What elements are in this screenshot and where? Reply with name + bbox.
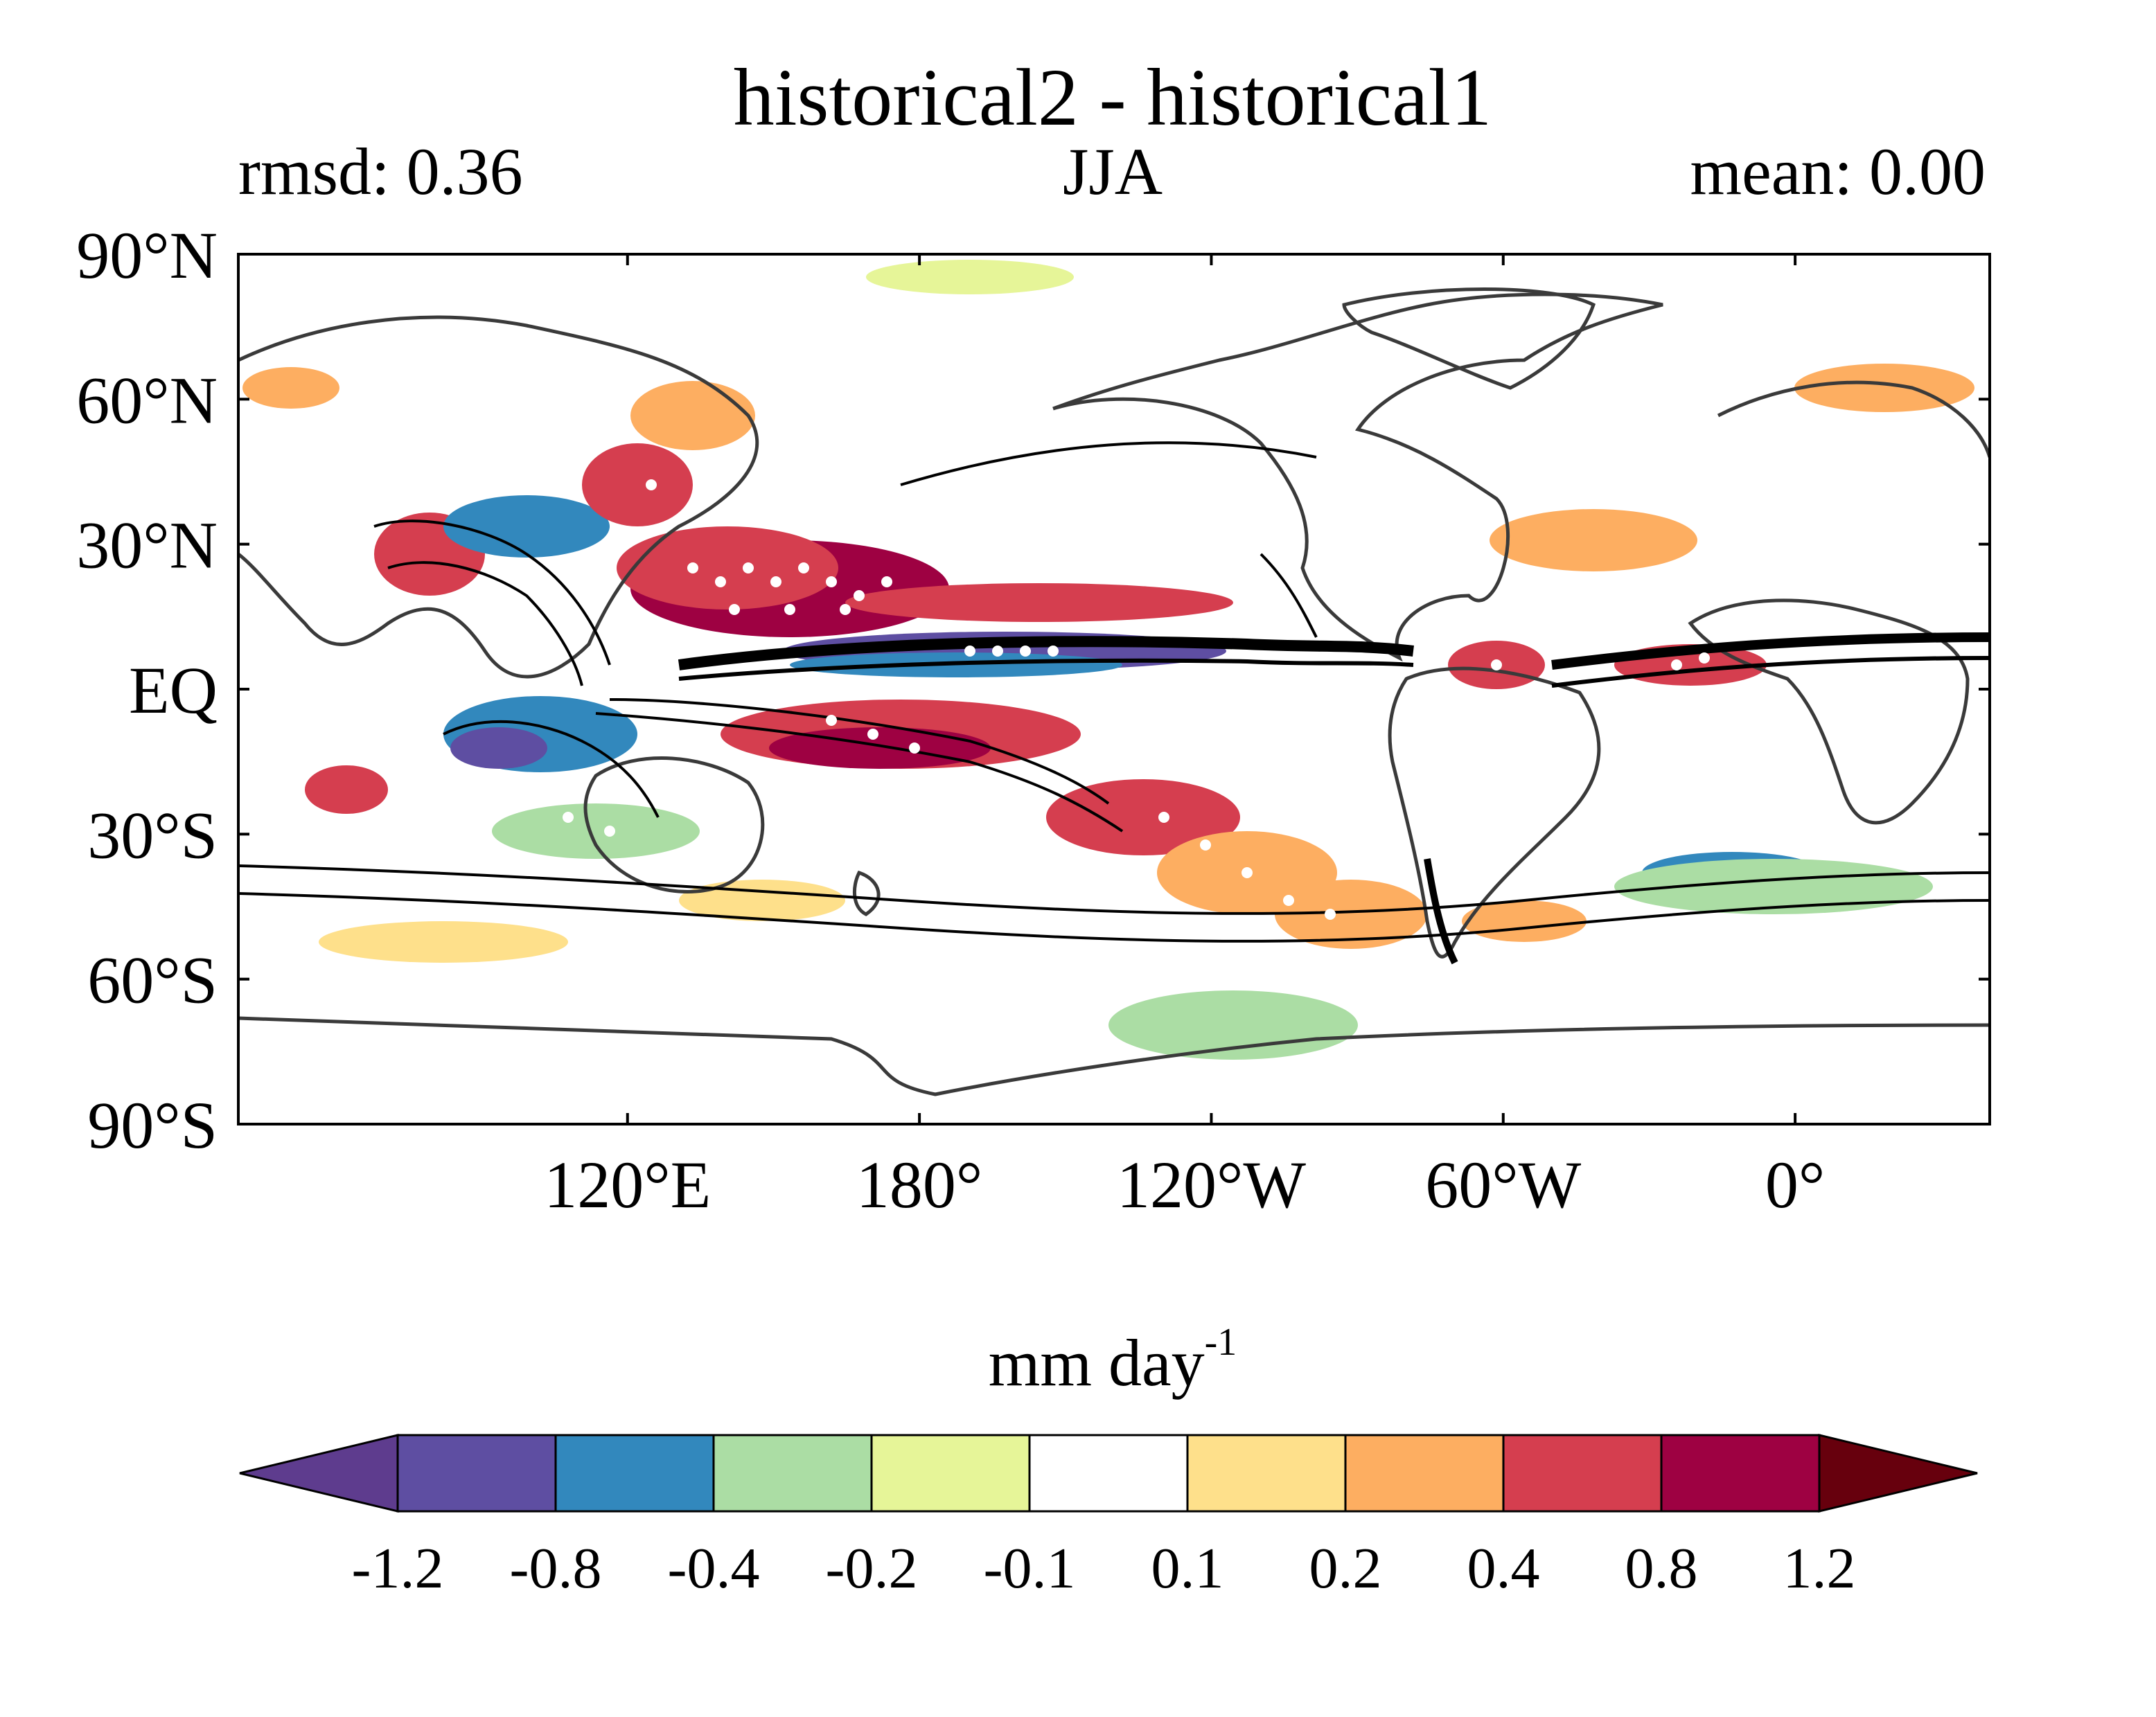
- lon-label: 180°: [856, 1148, 982, 1222]
- colorbar-extend-high: [1818, 1434, 1978, 1513]
- latitude-labels: 90°N 60°N 30°N EQ 30°S 60°S 90°S: [76, 218, 218, 1162]
- lat-label: 60°S: [87, 943, 218, 1017]
- colorbar-tick-label: 1.2: [1783, 1536, 1856, 1601]
- colorbar-units: mm day-1: [989, 1321, 1237, 1400]
- colorbar-segment: [870, 1434, 1031, 1513]
- lat-label: 30°S: [87, 798, 218, 872]
- colorbar-units-base: mm day: [989, 1326, 1205, 1400]
- lon-label: 120°W: [1117, 1148, 1306, 1222]
- lon-label: 120°E: [544, 1148, 711, 1222]
- colorbar-units-exponent: -1: [1205, 1321, 1237, 1364]
- map-area: [237, 253, 1991, 1126]
- lat-label: EQ: [129, 653, 218, 727]
- colorbar-segment: [1660, 1434, 1821, 1513]
- lon-label: 0°: [1765, 1148, 1825, 1222]
- coastline-europe: [1717, 380, 1990, 458]
- season-label: JJA: [1063, 134, 1163, 208]
- coastline-antarctica: [238, 1016, 1990, 1096]
- colorbar-tick-label: 0.4: [1467, 1536, 1540, 1601]
- colorbar-segment: [1028, 1434, 1189, 1513]
- colorbar-segment: [396, 1434, 557, 1513]
- colorbar-segment: [1344, 1434, 1505, 1513]
- lat-label: 30°N: [76, 508, 218, 582]
- lat-label: 90°S: [87, 1088, 218, 1162]
- colorbar-tick-label: -1.2: [352, 1536, 444, 1601]
- coastline-new-zealand: [852, 870, 881, 916]
- colorbar-segment: [554, 1434, 715, 1513]
- coastline-south-america: [1388, 666, 1601, 959]
- colorbar-tick-label: -0.4: [668, 1536, 760, 1601]
- colorbar-tick-labels: -1.2 -0.8 -0.4 -0.2 -0.1 0.1 0.2 0.4 0.8 1.2: [352, 1536, 1856, 1601]
- colorbar-tick-label: 0.8: [1625, 1536, 1698, 1601]
- lon-label: 60°W: [1425, 1148, 1581, 1222]
- coastline-north-america: [1052, 292, 1663, 662]
- colorbar-segment: [712, 1434, 873, 1513]
- coastline-eurasia: [238, 315, 759, 679]
- axis-ticks: [238, 253, 1990, 1126]
- significance-stippling: [521, 479, 1710, 920]
- figure-title: historical2 - historical1: [734, 52, 1492, 143]
- climatology-contours: [238, 441, 1990, 965]
- coastline-australia: [583, 756, 765, 893]
- colorbar-segment: [1502, 1434, 1663, 1513]
- colorbar: [239, 1434, 1978, 1513]
- coastline-africa: [1688, 598, 1970, 825]
- colorbar-tick-label: -0.8: [510, 1536, 602, 1601]
- coastline-greenland: [1342, 287, 1596, 390]
- colorbar-extend-low: [239, 1434, 399, 1513]
- lat-label: 60°N: [76, 363, 218, 437]
- colorbar-segment: [1186, 1434, 1347, 1513]
- longitude-labels: 120°E 180° 120°W 60°W 0°: [544, 1148, 1825, 1222]
- colorbar-tick-label: -0.2: [826, 1536, 918, 1601]
- colorbar-tick-label: 0.1: [1151, 1536, 1224, 1601]
- mean-label: mean: 0.00: [1690, 134, 1986, 208]
- lat-label: 90°N: [76, 218, 218, 292]
- rmsd-label: rmsd: 0.36: [238, 134, 523, 208]
- colorbar-tick-label: -0.1: [984, 1536, 1076, 1601]
- colorbar-tick-label: 0.2: [1309, 1536, 1382, 1601]
- coastlines: [238, 287, 1990, 1096]
